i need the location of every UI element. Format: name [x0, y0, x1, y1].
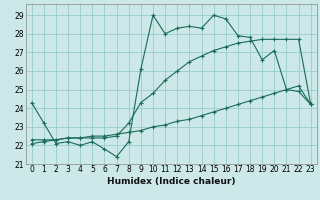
X-axis label: Humidex (Indice chaleur): Humidex (Indice chaleur): [107, 177, 236, 186]
